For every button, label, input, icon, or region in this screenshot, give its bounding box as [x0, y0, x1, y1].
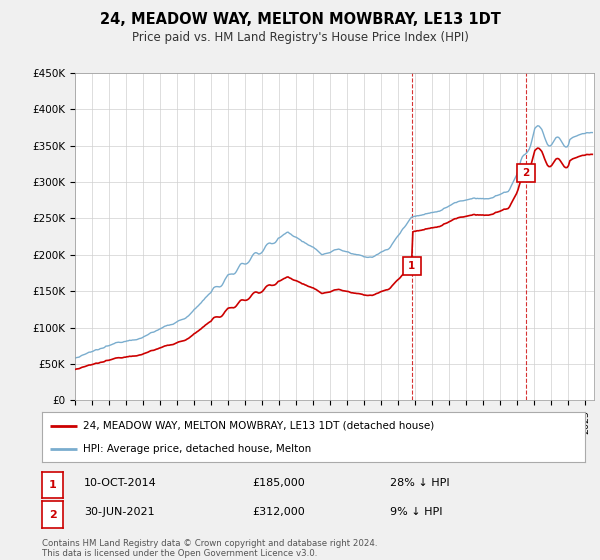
- Text: 9% ↓ HPI: 9% ↓ HPI: [390, 507, 443, 517]
- Text: 24, MEADOW WAY, MELTON MOWBRAY, LE13 1DT: 24, MEADOW WAY, MELTON MOWBRAY, LE13 1DT: [100, 12, 500, 27]
- Text: 1: 1: [49, 480, 56, 490]
- Text: 2: 2: [49, 510, 56, 520]
- Text: 2: 2: [523, 168, 530, 178]
- Text: £312,000: £312,000: [252, 507, 305, 517]
- Text: 10-OCT-2014: 10-OCT-2014: [84, 478, 157, 488]
- Text: Price paid vs. HM Land Registry's House Price Index (HPI): Price paid vs. HM Land Registry's House …: [131, 31, 469, 44]
- Text: 30-JUN-2021: 30-JUN-2021: [84, 507, 155, 517]
- Text: HPI: Average price, detached house, Melton: HPI: Average price, detached house, Melt…: [83, 445, 311, 454]
- Text: £185,000: £185,000: [252, 478, 305, 488]
- Text: Contains HM Land Registry data © Crown copyright and database right 2024.
This d: Contains HM Land Registry data © Crown c…: [42, 539, 377, 558]
- Text: 28% ↓ HPI: 28% ↓ HPI: [390, 478, 449, 488]
- Text: 1: 1: [408, 261, 415, 270]
- Text: 24, MEADOW WAY, MELTON MOWBRAY, LE13 1DT (detached house): 24, MEADOW WAY, MELTON MOWBRAY, LE13 1DT…: [83, 421, 434, 431]
